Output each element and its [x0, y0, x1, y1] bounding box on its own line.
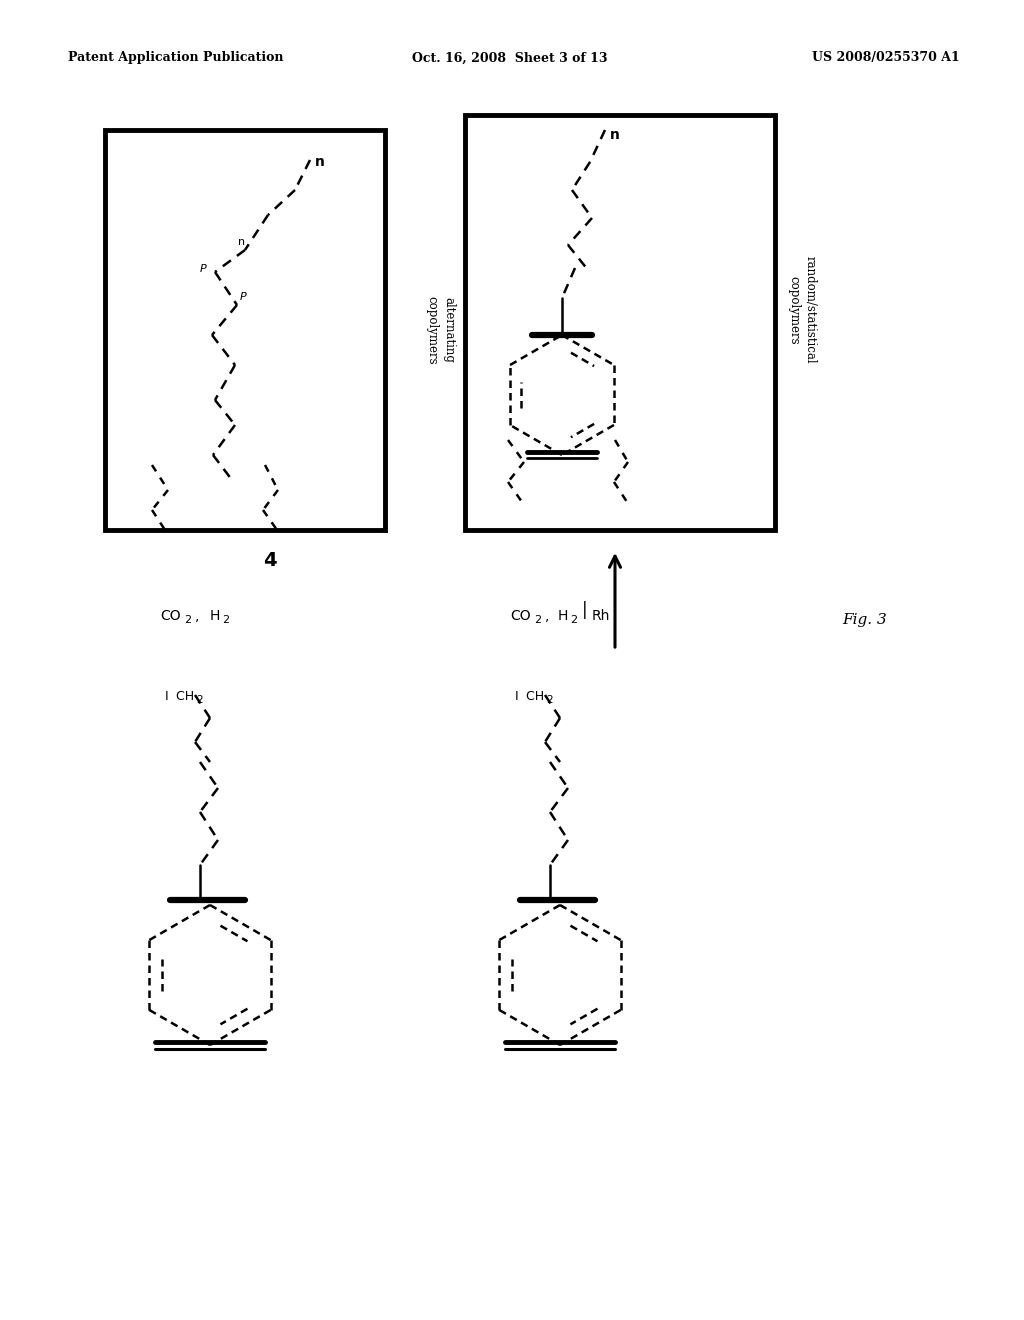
Text: I: I: [165, 690, 169, 704]
Text: US 2008/0255370 A1: US 2008/0255370 A1: [812, 51, 961, 65]
Text: CO: CO: [510, 609, 530, 623]
Text: n: n: [238, 238, 245, 247]
Text: 2: 2: [222, 615, 229, 624]
Text: Rh: Rh: [592, 609, 610, 623]
Text: 2: 2: [196, 696, 203, 705]
Text: ,: ,: [545, 609, 549, 623]
Text: P: P: [240, 292, 247, 302]
Text: H: H: [210, 609, 220, 623]
Text: 4: 4: [263, 550, 276, 569]
Text: Oct. 16, 2008  Sheet 3 of 13: Oct. 16, 2008 Sheet 3 of 13: [413, 51, 608, 65]
Text: n: n: [610, 128, 620, 143]
Text: Patent Application Publication: Patent Application Publication: [68, 51, 284, 65]
Text: CH: CH: [522, 690, 544, 704]
Text: alternating
copolymers: alternating copolymers: [425, 296, 455, 364]
Text: |: |: [582, 601, 588, 619]
Text: P: P: [200, 264, 206, 275]
Text: Fig. 3: Fig. 3: [843, 612, 888, 627]
Text: H: H: [558, 609, 568, 623]
Text: random/statistical
copolymers: random/statistical copolymers: [787, 256, 816, 364]
Bar: [105, 129, 385, 531]
Text: I: I: [515, 690, 519, 704]
Text: CO: CO: [160, 609, 180, 623]
Text: 2: 2: [184, 615, 191, 624]
Text: n: n: [315, 154, 325, 169]
Text: 2: 2: [570, 615, 578, 624]
Bar: [465, 115, 775, 531]
Text: 2: 2: [546, 696, 553, 705]
Text: ,: ,: [195, 609, 200, 623]
Text: 2: 2: [534, 615, 541, 624]
Text: CH: CH: [172, 690, 195, 704]
